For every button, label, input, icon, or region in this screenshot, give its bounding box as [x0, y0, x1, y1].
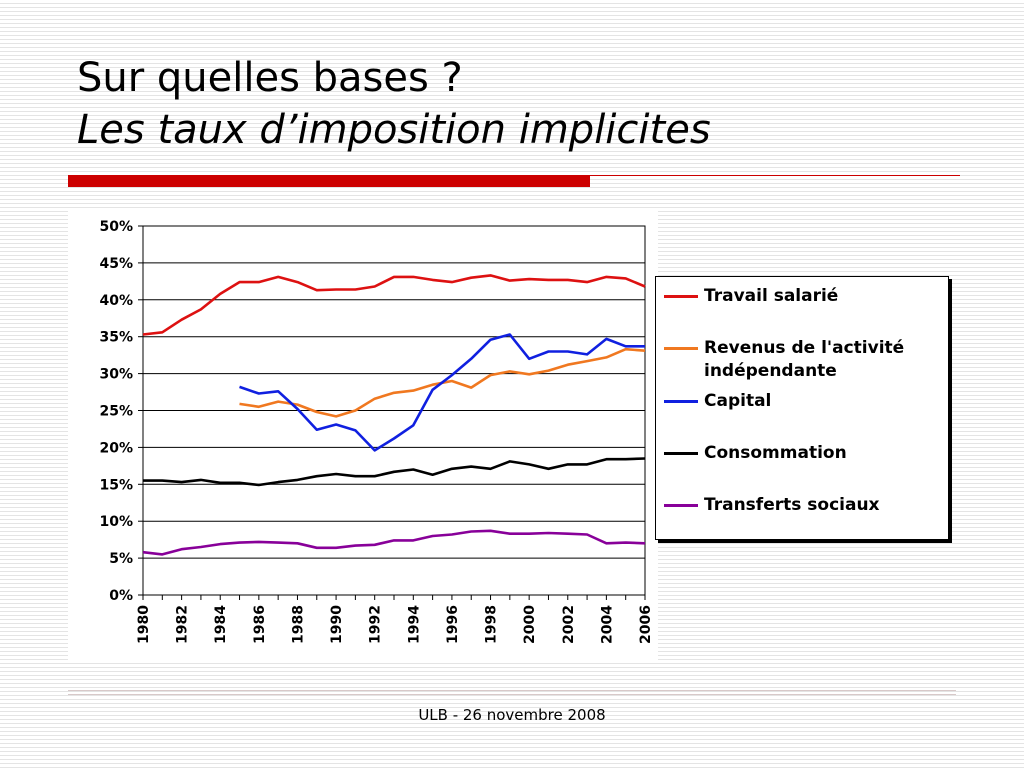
- series-line-capital: [239, 333, 645, 452]
- y-tick-label: 40%: [99, 293, 133, 309]
- y-tick-label: 15%: [99, 477, 133, 493]
- legend-swatch: [664, 347, 698, 350]
- title-rule: [590, 175, 960, 176]
- legend-label: Revenus de l'activité indépendante: [704, 338, 905, 381]
- legend-swatch: [664, 400, 698, 403]
- title-accent-bar: [68, 175, 590, 187]
- y-tick-label: 5%: [109, 551, 133, 567]
- y-tick-label: 30%: [99, 367, 133, 383]
- legend-label: Consommation: [704, 443, 847, 463]
- footer-rule-top: [68, 690, 956, 691]
- chart-background: [68, 208, 658, 660]
- x-tick-label: 1992: [368, 605, 384, 644]
- y-tick-label: 45%: [99, 256, 133, 272]
- x-tick-label: 1984: [213, 605, 229, 644]
- x-tick-label: 1990: [329, 605, 345, 644]
- x-tick-label: 2000: [522, 605, 538, 644]
- footer-rule-bottom: [68, 694, 956, 695]
- x-tick-label: 2006: [638, 605, 654, 644]
- chart-legend: Travail salarié Revenus de l'activité ind…: [655, 276, 949, 540]
- x-tick-label: 1994: [406, 605, 422, 644]
- x-tick-label: 1996: [445, 605, 461, 644]
- x-tick-label: 2002: [561, 605, 577, 644]
- x-tick-label: 2004: [599, 605, 615, 644]
- y-tick-label: 20%: [99, 440, 133, 456]
- series-line-consommation: [143, 457, 646, 487]
- x-tick-label: 1980: [136, 605, 152, 644]
- x-tick-label: 1982: [175, 605, 191, 644]
- x-tick-label: 1998: [484, 605, 500, 644]
- slide-title-line1: Sur quelles bases ?: [77, 55, 463, 101]
- y-tick-label: 35%: [99, 330, 133, 346]
- y-tick-label: 50%: [99, 219, 133, 235]
- x-tick-label: 1988: [290, 605, 306, 644]
- legend-swatch: [664, 504, 698, 507]
- legend-label: Transferts sociaux: [704, 495, 880, 515]
- slide-subtitle: Les taux d’imposition implicites: [77, 107, 711, 153]
- legend-swatch: [664, 452, 698, 455]
- legend-label: Travail salarié: [704, 286, 839, 306]
- y-tick-label: 10%: [99, 514, 133, 530]
- series-line-travail-salarie: [142, 274, 646, 336]
- y-tick-label: 0%: [109, 588, 133, 604]
- slide-footer: ULB - 26 novembre 2008: [418, 706, 606, 724]
- legend-swatch: [664, 295, 698, 298]
- slide-title: Sur quelles bases ? Les taux d’impositio…: [77, 52, 711, 156]
- legend-label: Capital: [704, 391, 772, 411]
- y-tick-label: 25%: [99, 404, 133, 420]
- series-line-transferts-sociaux: [142, 529, 646, 556]
- x-tick-label: 1986: [252, 605, 268, 644]
